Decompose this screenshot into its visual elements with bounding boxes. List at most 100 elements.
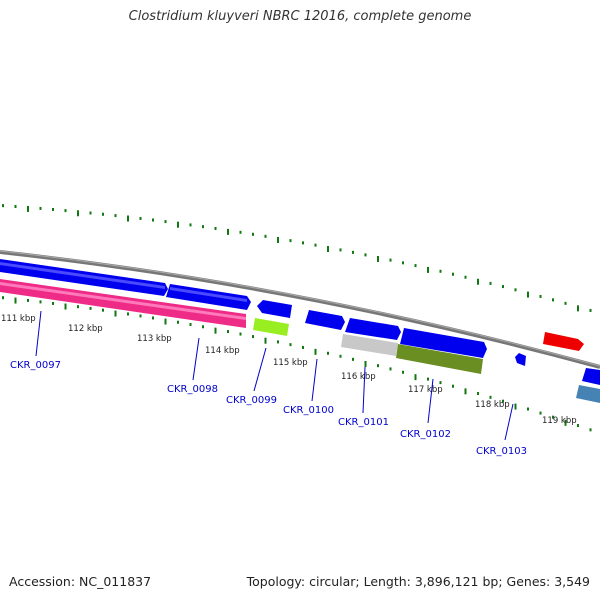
gc-dash (414, 264, 417, 268)
gene-label-ckr-0102[interactable]: CKR_0102 (400, 429, 451, 440)
gc-dash (277, 340, 279, 344)
cds-feature-forward-1-shade (0, 262, 165, 289)
gc-dash (189, 322, 192, 326)
gene-label-ckr-0100[interactable]: CKR_0100 (283, 405, 334, 416)
gc-dash (139, 216, 142, 220)
gc-dash (139, 314, 142, 318)
gc-dash (314, 348, 317, 355)
gc-dash (377, 364, 379, 368)
gc-dash (289, 343, 292, 347)
gc-dash (52, 207, 54, 211)
gc-dash (589, 308, 592, 312)
gc-dash (514, 403, 517, 410)
gene-labels: CKR_0097 CKR_0098 CKR_0099 CKR_0100 CKR_0101… (10, 310, 527, 457)
gene-label-leader-line (311, 358, 318, 402)
gc-dash (127, 215, 129, 222)
gc-dash (202, 225, 204, 229)
gc-dash (589, 428, 592, 432)
gc-dash (352, 250, 354, 254)
gene-label-ckr-0099[interactable]: CKR_0099 (226, 395, 277, 406)
cds-feature-ckr-0099[interactable] (253, 318, 289, 336)
gc-dash (377, 255, 379, 262)
gc-dash (227, 330, 229, 334)
cds-feature-forward-5[interactable] (400, 328, 487, 358)
gc-dash (477, 392, 479, 396)
gc-dash (502, 285, 504, 289)
gc-dash (52, 301, 54, 305)
gc-dash (39, 206, 42, 210)
gc-content-track (2, 204, 592, 432)
gc-dash (514, 288, 517, 292)
gc-dash (252, 232, 254, 236)
scale-tick-label: 118 kbp (475, 400, 510, 410)
gc-dash (177, 221, 179, 228)
genome-backbone (0, 250, 600, 369)
forward-strand-features (0, 259, 600, 385)
gc-dash (402, 261, 404, 265)
gc-dash (414, 374, 417, 381)
gc-dash (364, 253, 367, 257)
gc-dash (2, 296, 4, 300)
gc-dash (152, 218, 154, 222)
cds-feature-steelblue[interactable] (576, 385, 600, 403)
gene-label-ckr-0098[interactable]: CKR_0098 (167, 384, 218, 395)
cds-feature-forward-4[interactable] (345, 318, 401, 340)
gene-label-leader-line (35, 310, 42, 357)
gc-dash (102, 212, 104, 216)
gc-dash (14, 205, 17, 209)
scale-tick-label: 112 kbp (68, 324, 103, 334)
gene-label-leader-line (253, 347, 267, 392)
gc-dash (339, 248, 342, 252)
scale-tick-label: 114 kbp (205, 346, 240, 356)
gc-dash (202, 325, 204, 329)
gene-label-ckr-0097[interactable]: CKR_0097 (10, 360, 61, 371)
gc-dash (477, 278, 479, 285)
gc-dash (502, 399, 504, 403)
gc-dash (102, 308, 104, 312)
gc-dash (352, 357, 354, 361)
scale-tick-label: 116 kbp (341, 372, 376, 382)
gc-dash (552, 415, 554, 419)
cds-feature-forward-7[interactable] (582, 368, 600, 385)
scale-tick-label: 115 kbp (273, 358, 308, 368)
gc-dash (464, 388, 467, 395)
gc-dash (89, 306, 92, 310)
gc-dash (539, 294, 542, 298)
accession-text: Accession: NC_011837 (9, 574, 152, 589)
cds-feature-forward-6[interactable] (515, 353, 526, 366)
gc-dash (252, 335, 254, 339)
cds-feature-reverse-1[interactable] (257, 300, 292, 318)
cds-feature-forward-3[interactable] (305, 310, 345, 330)
gene-label-ckr-0103[interactable]: CKR_0103 (476, 446, 527, 457)
cds-feature-ckr-0101[interactable] (341, 334, 398, 356)
gc-dash (164, 220, 167, 224)
gc-dash (564, 419, 567, 426)
cds-feature-forward-2-shade (170, 287, 247, 302)
genome-summary-text: Topology: circular; Length: 3,896,121 bp… (246, 574, 590, 589)
gene-label-leader-line (427, 378, 434, 424)
gc-dash (339, 354, 342, 358)
gc-dash (14, 297, 17, 304)
cds-feature-ckr-0102[interactable] (396, 344, 483, 374)
cds-feature-ckr-0097-shade (0, 282, 246, 320)
gc-dash (527, 291, 529, 298)
gene-label-ckr-0101[interactable]: CKR_0101 (338, 417, 389, 428)
gc-dash (64, 303, 67, 310)
gc-dash (114, 310, 117, 317)
gc-dash (527, 407, 529, 411)
cds-feature-red[interactable] (543, 332, 584, 351)
gc-dash (77, 210, 79, 217)
gc-dash (577, 424, 579, 428)
gene-label-leader-line (192, 337, 200, 381)
gc-dash (239, 230, 242, 234)
gc-dash (402, 370, 404, 374)
gc-dash (27, 298, 29, 302)
gc-dash (314, 243, 317, 247)
gc-dash (264, 337, 267, 344)
gc-dash (452, 272, 454, 276)
gc-dash (489, 281, 492, 285)
gc-dash (464, 275, 467, 279)
gc-dash (264, 234, 267, 238)
